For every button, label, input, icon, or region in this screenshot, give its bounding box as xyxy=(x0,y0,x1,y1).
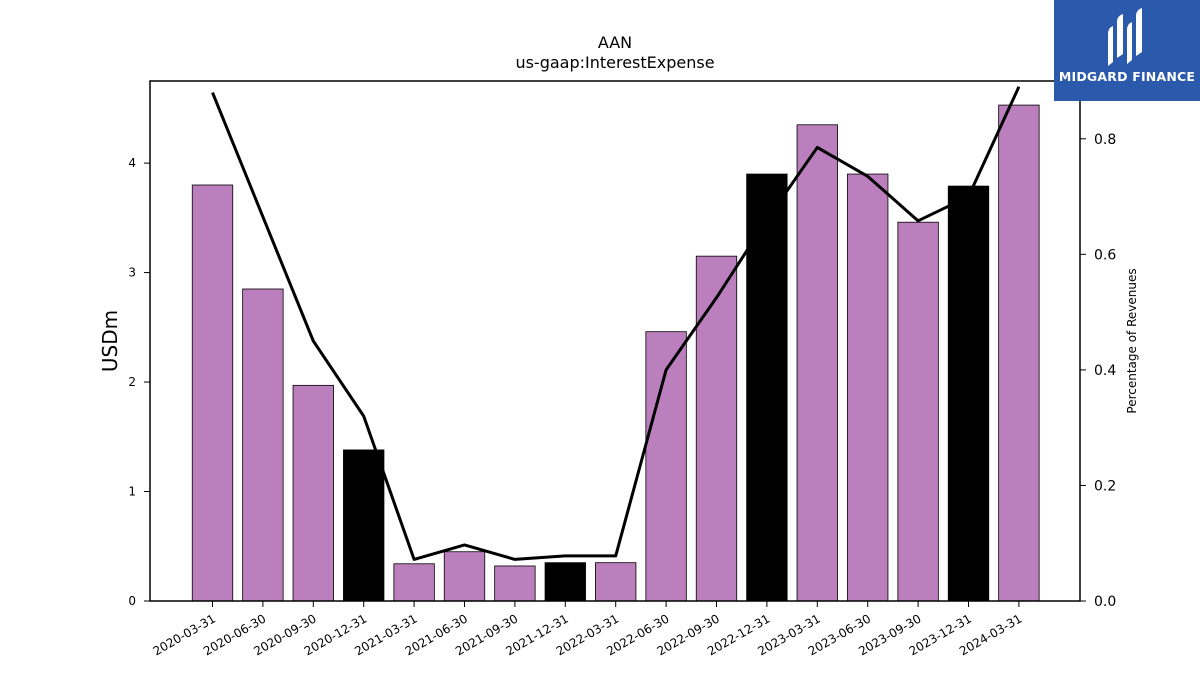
y2-tick-label: 0.4 xyxy=(1094,363,1116,379)
bar xyxy=(595,562,637,602)
y-axis-label: USDm xyxy=(98,310,122,372)
x-axis-ticks: 2020-03-312020-06-302020-09-302020-12-31… xyxy=(151,601,1024,658)
bar xyxy=(746,173,788,602)
bar xyxy=(242,288,284,602)
y2-tick-label: 0.6 xyxy=(1094,247,1116,263)
y2-tick-label: 0.2 xyxy=(1094,478,1116,494)
chart-subtitle: us-gaap:InterestExpense xyxy=(515,53,714,72)
bar xyxy=(897,221,939,602)
bar xyxy=(847,173,889,602)
y2-tick-label: 0.0 xyxy=(1094,594,1116,610)
bar xyxy=(998,104,1040,602)
bars-group xyxy=(191,104,1040,602)
y-tick-label: 1 xyxy=(128,485,136,499)
y-axis-ticks: 0 1 2 3 4 xyxy=(128,156,150,608)
brand-logo: MIDGARD FINANCE xyxy=(1054,0,1200,101)
y2-axis-label: Percentage of Revenues xyxy=(1125,268,1139,413)
bar xyxy=(393,563,435,602)
bar xyxy=(947,185,990,602)
bar xyxy=(544,562,586,602)
line-group xyxy=(211,86,1021,561)
bar xyxy=(443,551,486,602)
bar xyxy=(796,124,838,602)
logo-text: MIDGARD FINANCE xyxy=(1058,69,1196,84)
revenue-percentage-line xyxy=(211,86,1021,561)
y2-axis-ticks: 0.0 0.2 0.4 0.6 0.8 xyxy=(1080,132,1116,610)
chart-title: AAN xyxy=(598,33,632,52)
bar xyxy=(645,331,687,602)
bar xyxy=(191,184,234,602)
y2-tick-label: 0.8 xyxy=(1094,132,1116,148)
y-tick-label: 4 xyxy=(128,156,136,170)
logo-mark-icon xyxy=(1108,8,1142,66)
bar xyxy=(292,384,334,602)
bar xyxy=(343,449,385,602)
y-tick-label: 0 xyxy=(128,594,136,608)
bar xyxy=(494,565,536,602)
bar xyxy=(695,255,738,602)
y-tick-label: 3 xyxy=(128,266,136,280)
y-tick-label: 2 xyxy=(128,375,136,389)
plot-frame xyxy=(149,80,1081,602)
